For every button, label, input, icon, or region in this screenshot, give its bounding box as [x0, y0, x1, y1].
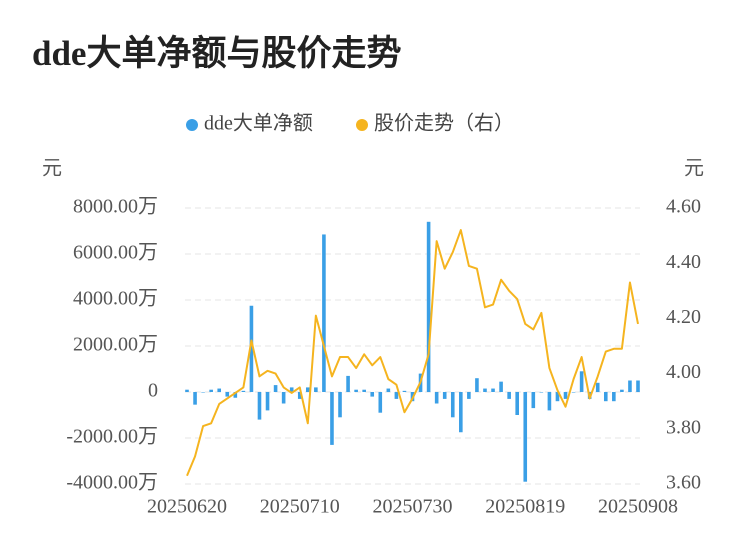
bar — [346, 375, 350, 392]
bar — [241, 390, 246, 392]
bar — [579, 371, 584, 392]
y2-tick-label: 4.20 — [666, 306, 701, 328]
bar — [386, 388, 391, 392]
bar — [193, 392, 197, 405]
y-tick-label: 0 — [148, 380, 158, 402]
y-tick-label: -2000.00万 — [66, 426, 158, 448]
bar — [225, 392, 230, 397]
bar — [297, 392, 302, 399]
price-line — [186, 229, 639, 477]
bar — [555, 392, 560, 402]
bar — [475, 378, 479, 392]
bar — [338, 392, 342, 418]
bar — [515, 392, 519, 415]
bar — [217, 388, 222, 392]
bar — [314, 387, 318, 392]
bar — [281, 392, 286, 404]
y-tick-label: 8000.00万 — [73, 196, 158, 218]
bar — [233, 392, 238, 398]
bar — [402, 390, 407, 392]
bar — [563, 392, 568, 399]
bar — [273, 385, 278, 392]
x-tick-label: 20250908 — [598, 496, 678, 518]
y2-tick-label: 3.60 — [666, 472, 701, 494]
bar — [507, 392, 511, 399]
x-tick-label: 20250620 — [147, 496, 227, 518]
y2-tick-label: 4.00 — [666, 361, 701, 383]
y-axis-label: 元 — [42, 158, 62, 180]
bar — [185, 389, 189, 392]
bar — [394, 392, 399, 399]
bar — [322, 234, 326, 392]
bar — [467, 392, 471, 399]
bar — [249, 305, 254, 392]
bar — [571, 392, 576, 393]
bar — [378, 392, 383, 413]
bar — [595, 382, 600, 392]
y2-tick-label: 4.60 — [666, 196, 701, 218]
x-tick-label: 20250730 — [373, 496, 453, 518]
bar — [209, 389, 213, 392]
y2-axis-label: 元 — [684, 158, 704, 180]
y-tick-label: -4000.00万 — [66, 472, 158, 494]
x-tick-label: 20250819 — [485, 496, 565, 518]
bar — [201, 392, 205, 393]
bar — [354, 389, 358, 392]
bar — [499, 381, 503, 392]
y2-tick-label: 3.80 — [666, 416, 701, 438]
x-tick-label: 20250710 — [260, 496, 340, 518]
bar — [531, 392, 536, 409]
chart-title: dde大单净额与股价走势 — [32, 34, 401, 73]
bar — [523, 392, 528, 482]
y-tick-label: 2000.00万 — [73, 334, 158, 356]
legend-label: dde大单净额 — [204, 112, 313, 135]
bar — [289, 387, 294, 392]
bar — [603, 392, 608, 402]
bar — [483, 388, 487, 392]
legend-marker — [356, 119, 368, 131]
y-tick-label: 4000.00万 — [73, 288, 158, 310]
bar — [362, 389, 366, 392]
bar — [426, 221, 431, 392]
legend-marker — [186, 119, 198, 131]
y-tick-label: 6000.00万 — [73, 242, 158, 264]
bar — [547, 392, 552, 411]
bar — [628, 380, 632, 392]
bar — [459, 392, 463, 433]
bar — [539, 392, 544, 393]
y2-tick-label: 4.40 — [666, 251, 701, 273]
bar — [636, 380, 640, 392]
bar — [450, 392, 455, 418]
bar — [491, 388, 495, 392]
bar — [434, 392, 439, 404]
legend-label: 股价走势（右） — [374, 112, 514, 135]
bar — [265, 392, 270, 411]
bar — [370, 392, 375, 397]
bar — [257, 392, 262, 420]
bar — [330, 392, 334, 445]
bar — [612, 392, 616, 402]
bar — [306, 387, 310, 392]
bar — [620, 389, 624, 392]
bar — [442, 392, 447, 399]
